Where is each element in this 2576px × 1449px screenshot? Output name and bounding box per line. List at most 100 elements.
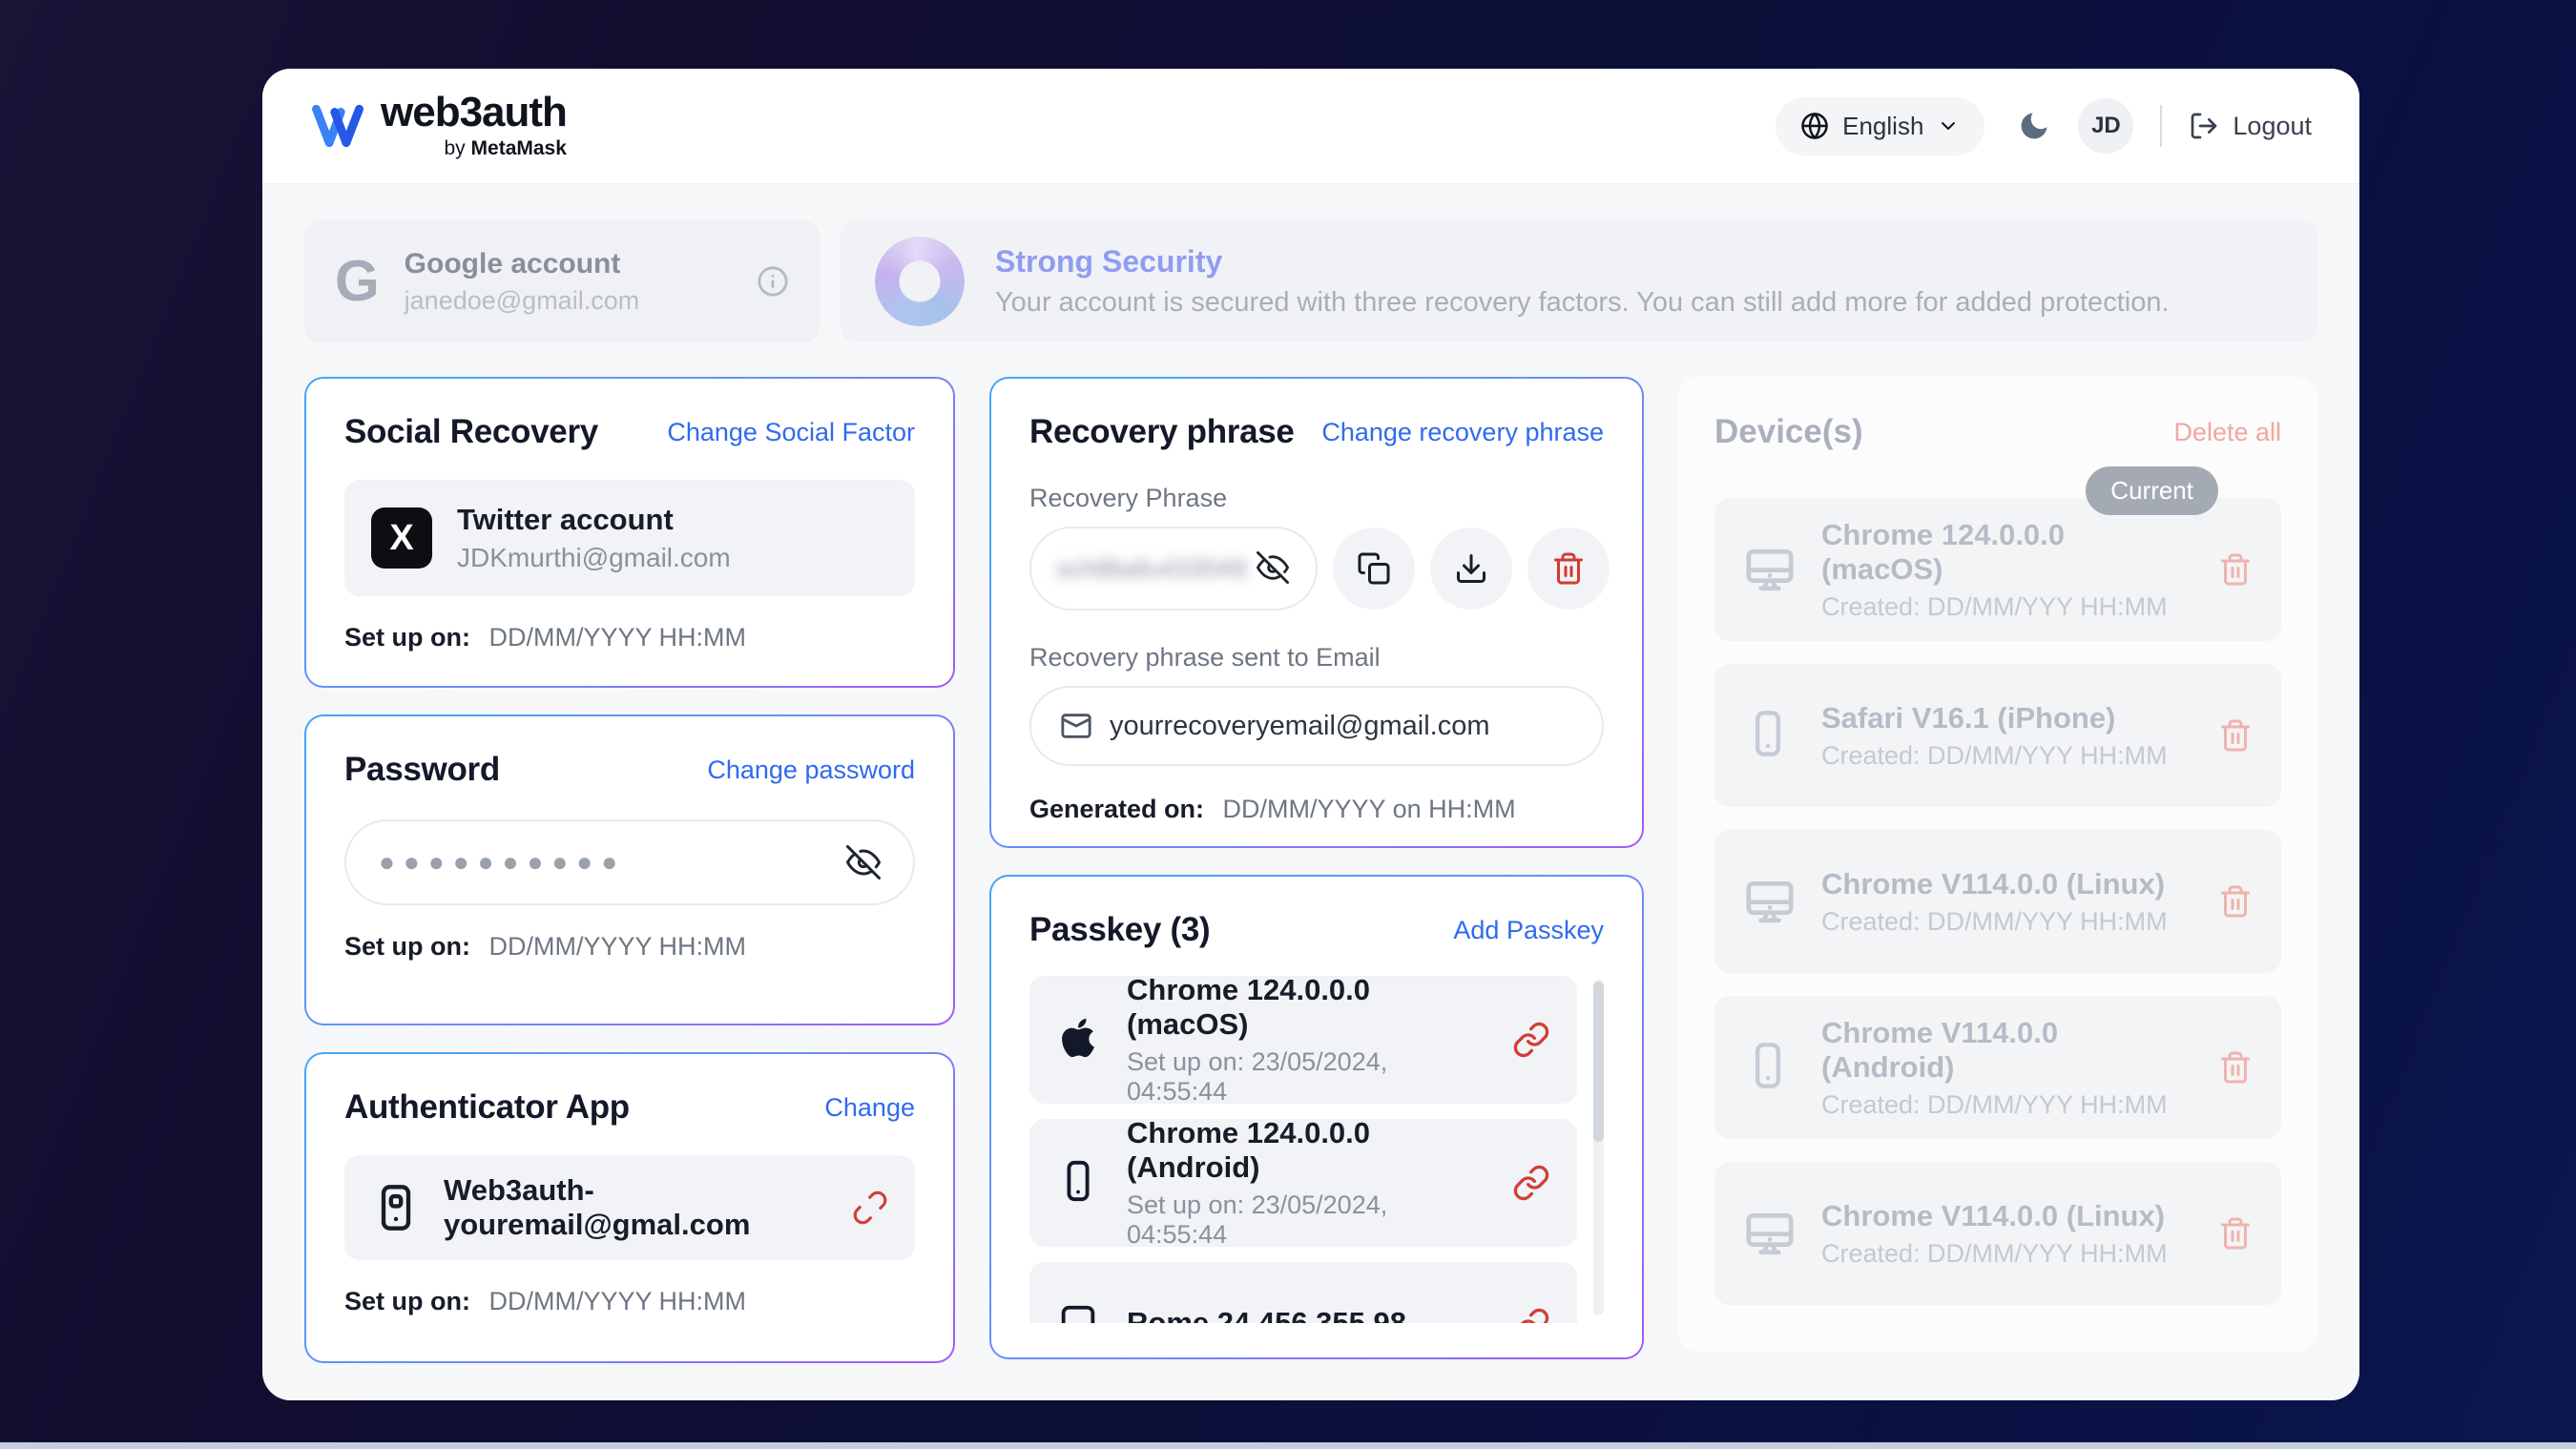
device-row: Safari V16.1 (iPhone) Created: DD/MM/YYY… (1714, 664, 2281, 807)
google-account-email: janedoe@gmail.com (404, 285, 640, 315)
twitter-account-title: Twitter account (457, 503, 674, 536)
globe-icon (1800, 112, 1829, 140)
recovery-phrase-masked: sch8bafu433049j... (1056, 553, 1247, 583)
mail-icon (1060, 710, 1092, 742)
avatar[interactable]: JD (2078, 98, 2134, 154)
scrollbar-track[interactable] (1593, 980, 1604, 1315)
device-meta: Created: DD/MM/YYY HH:MM (1821, 740, 2168, 770)
devices-panel: Device(s) Delete all Current Chrome 124.… (1678, 377, 2317, 1352)
security-status-banner: Strong Security Your account is secured … (841, 220, 2317, 342)
delete-phrase-button[interactable] (1527, 528, 1610, 610)
chevron-down-icon (1937, 114, 1960, 137)
link-icon[interactable] (1512, 1307, 1550, 1323)
header-actions: English JD Logout (1776, 96, 2312, 155)
eye-off-icon[interactable] (846, 845, 881, 880)
device-meta: Created: DD/MM/YYY HH:MM (1821, 1238, 2168, 1268)
setup-on-value: DD/MM/YYYY HH:MM (488, 623, 747, 652)
dark-mode-toggle[interactable] (2017, 109, 2051, 143)
link-icon[interactable] (1512, 1021, 1550, 1059)
column-right: Device(s) Delete all Current Chrome 124.… (1678, 377, 2317, 1363)
recovery-phrase-title: Recovery phrase (1029, 413, 1295, 450)
device-name: Chrome V114.0.0 (Android) (1821, 1015, 2059, 1084)
password-card: Password Change password ●●●●●●●●●● Set (304, 714, 955, 1025)
google-icon: G (335, 249, 380, 313)
banner-row: G Google account janedoe@gmail.com Stron… (304, 220, 2317, 342)
logout-button[interactable]: Logout (2189, 111, 2312, 141)
recovery-phrase-field[interactable]: sch8bafu433049j... (1029, 527, 1318, 611)
trash-icon[interactable] (2218, 718, 2253, 753)
avatar-initials: JD (2091, 113, 2121, 138)
setup-on-label: Set up on: (344, 932, 470, 961)
add-passkey-link[interactable]: Add Passkey (1453, 915, 1604, 944)
eye-off-icon[interactable] (1257, 551, 1291, 586)
web3auth-logo-icon (310, 101, 365, 151)
byline-prefix: by (444, 137, 466, 159)
tablet-icon (1056, 1302, 1104, 1323)
recovery-phrase-label: Recovery Phrase (1029, 484, 1228, 512)
brand-name: web3auth (381, 89, 568, 135)
twitter-account-email: JDKmurthi@gmail.com (457, 543, 731, 572)
column-middle: Recovery phrase Change recovery phrase R… (989, 377, 1644, 1363)
google-account-title: Google account (404, 247, 621, 279)
device-meta: Created: DD/MM/YYY HH:MM (1821, 591, 2168, 621)
recovery-email-field[interactable]: yourrecoveryemail@gmail.com (1029, 686, 1604, 766)
delete-all-link[interactable]: Delete all (2173, 417, 2281, 446)
trash-icon[interactable] (2218, 884, 2253, 919)
download-phrase-button[interactable] (1430, 528, 1512, 610)
password-title: Password (344, 751, 500, 788)
info-icon[interactable] (757, 265, 789, 298)
download-icon (1454, 551, 1488, 586)
link-icon[interactable] (1512, 1164, 1550, 1202)
scrollbar-thumb[interactable] (1593, 982, 1604, 1142)
device-meta: Created: DD/MM/YYY HH:MM (1821, 1089, 2168, 1119)
setup-on-value: DD/MM/YYYY HH:MM (488, 932, 747, 961)
change-authenticator-link[interactable]: Change (824, 1092, 915, 1122)
language-label: English (1842, 111, 1924, 140)
passkey-meta: Set up on: 23/05/2024, 04:55:44 (1127, 1047, 1388, 1106)
passkey-name: Chrome 124.0.0.0 (Android) (1127, 1116, 1371, 1184)
change-recovery-phrase-link[interactable]: Change recovery phrase (1321, 417, 1604, 446)
device-row: Chrome V114.0.0 (Linux) Created: DD/MM/Y… (1714, 830, 2281, 973)
passkey-row: Chrome 124.0.0.0 (Android) Set up on: 23… (1029, 1116, 1577, 1249)
generated-on-value: DD/MM/YYYY on HH:MM (1222, 795, 1516, 823)
devices-list: Current Chrome 124.0.0.0 (macOS) Created… (1714, 466, 2281, 1328)
trash-icon[interactable] (2218, 1050, 2253, 1085)
phone-icon (1743, 1041, 1797, 1094)
card-columns: Social Recovery Change Social Factor X T… (304, 377, 2317, 1363)
unlink-icon[interactable] (852, 1190, 888, 1226)
header-divider (2160, 105, 2163, 147)
generated-on-label: Generated on: (1029, 795, 1205, 823)
change-password-link[interactable]: Change password (707, 755, 915, 784)
phone-icon (1056, 1159, 1104, 1207)
app-window: web3auth by MetaMask English (262, 69, 2359, 1400)
device-row: Chrome V114.0.0 (Android) Created: DD/MM… (1714, 996, 2281, 1139)
security-ring-icon (875, 237, 965, 326)
passkey-name: Rome 24.456.355.98 (1127, 1306, 1406, 1323)
mobile-authenticator-icon (371, 1183, 421, 1232)
logo: web3auth by MetaMask (310, 89, 568, 160)
password-field[interactable]: ●●●●●●●●●● (344, 819, 915, 905)
passkey-row: Chrome 124.0.0.0 (macOS) Set up on: 23/0… (1029, 976, 1577, 1106)
passkey-title: Passkey (3) (1029, 911, 1211, 948)
authenticator-account-row: Web3auth-youremail@gmal.com (344, 1155, 915, 1260)
google-account-card: G Google account janedoe@gmail.com (304, 220, 820, 342)
byline-brand: MetaMask (470, 137, 567, 159)
password-masked-value: ●●●●●●●●●● (379, 847, 627, 877)
change-social-factor-link[interactable]: Change Social Factor (667, 417, 915, 446)
authenticator-title: Authenticator App (344, 1088, 630, 1126)
brand-byline: by MetaMask (445, 137, 567, 160)
authenticator-account-email: Web3auth-youremail@gmal.com (444, 1173, 751, 1241)
x-twitter-icon: X (371, 507, 432, 569)
column-left: Social Recovery Change Social Factor X T… (304, 377, 955, 1363)
device-name: Chrome 124.0.0.0 (macOS) (1821, 517, 2066, 586)
copy-phrase-button[interactable] (1333, 528, 1415, 610)
trash-icon[interactable] (2218, 552, 2253, 587)
google-account-text: Google account janedoe@gmail.com (405, 248, 732, 316)
passkey-name: Chrome 124.0.0.0 (macOS) (1127, 976, 1371, 1041)
top-bar: web3auth by MetaMask English (262, 69, 2359, 183)
trash-icon[interactable] (2218, 1216, 2253, 1251)
social-recovery-title: Social Recovery (344, 413, 598, 450)
passkey-meta: Set up on: 23/05/2024, 04:55:44 (1127, 1190, 1388, 1249)
language-selector[interactable]: English (1776, 96, 1985, 155)
